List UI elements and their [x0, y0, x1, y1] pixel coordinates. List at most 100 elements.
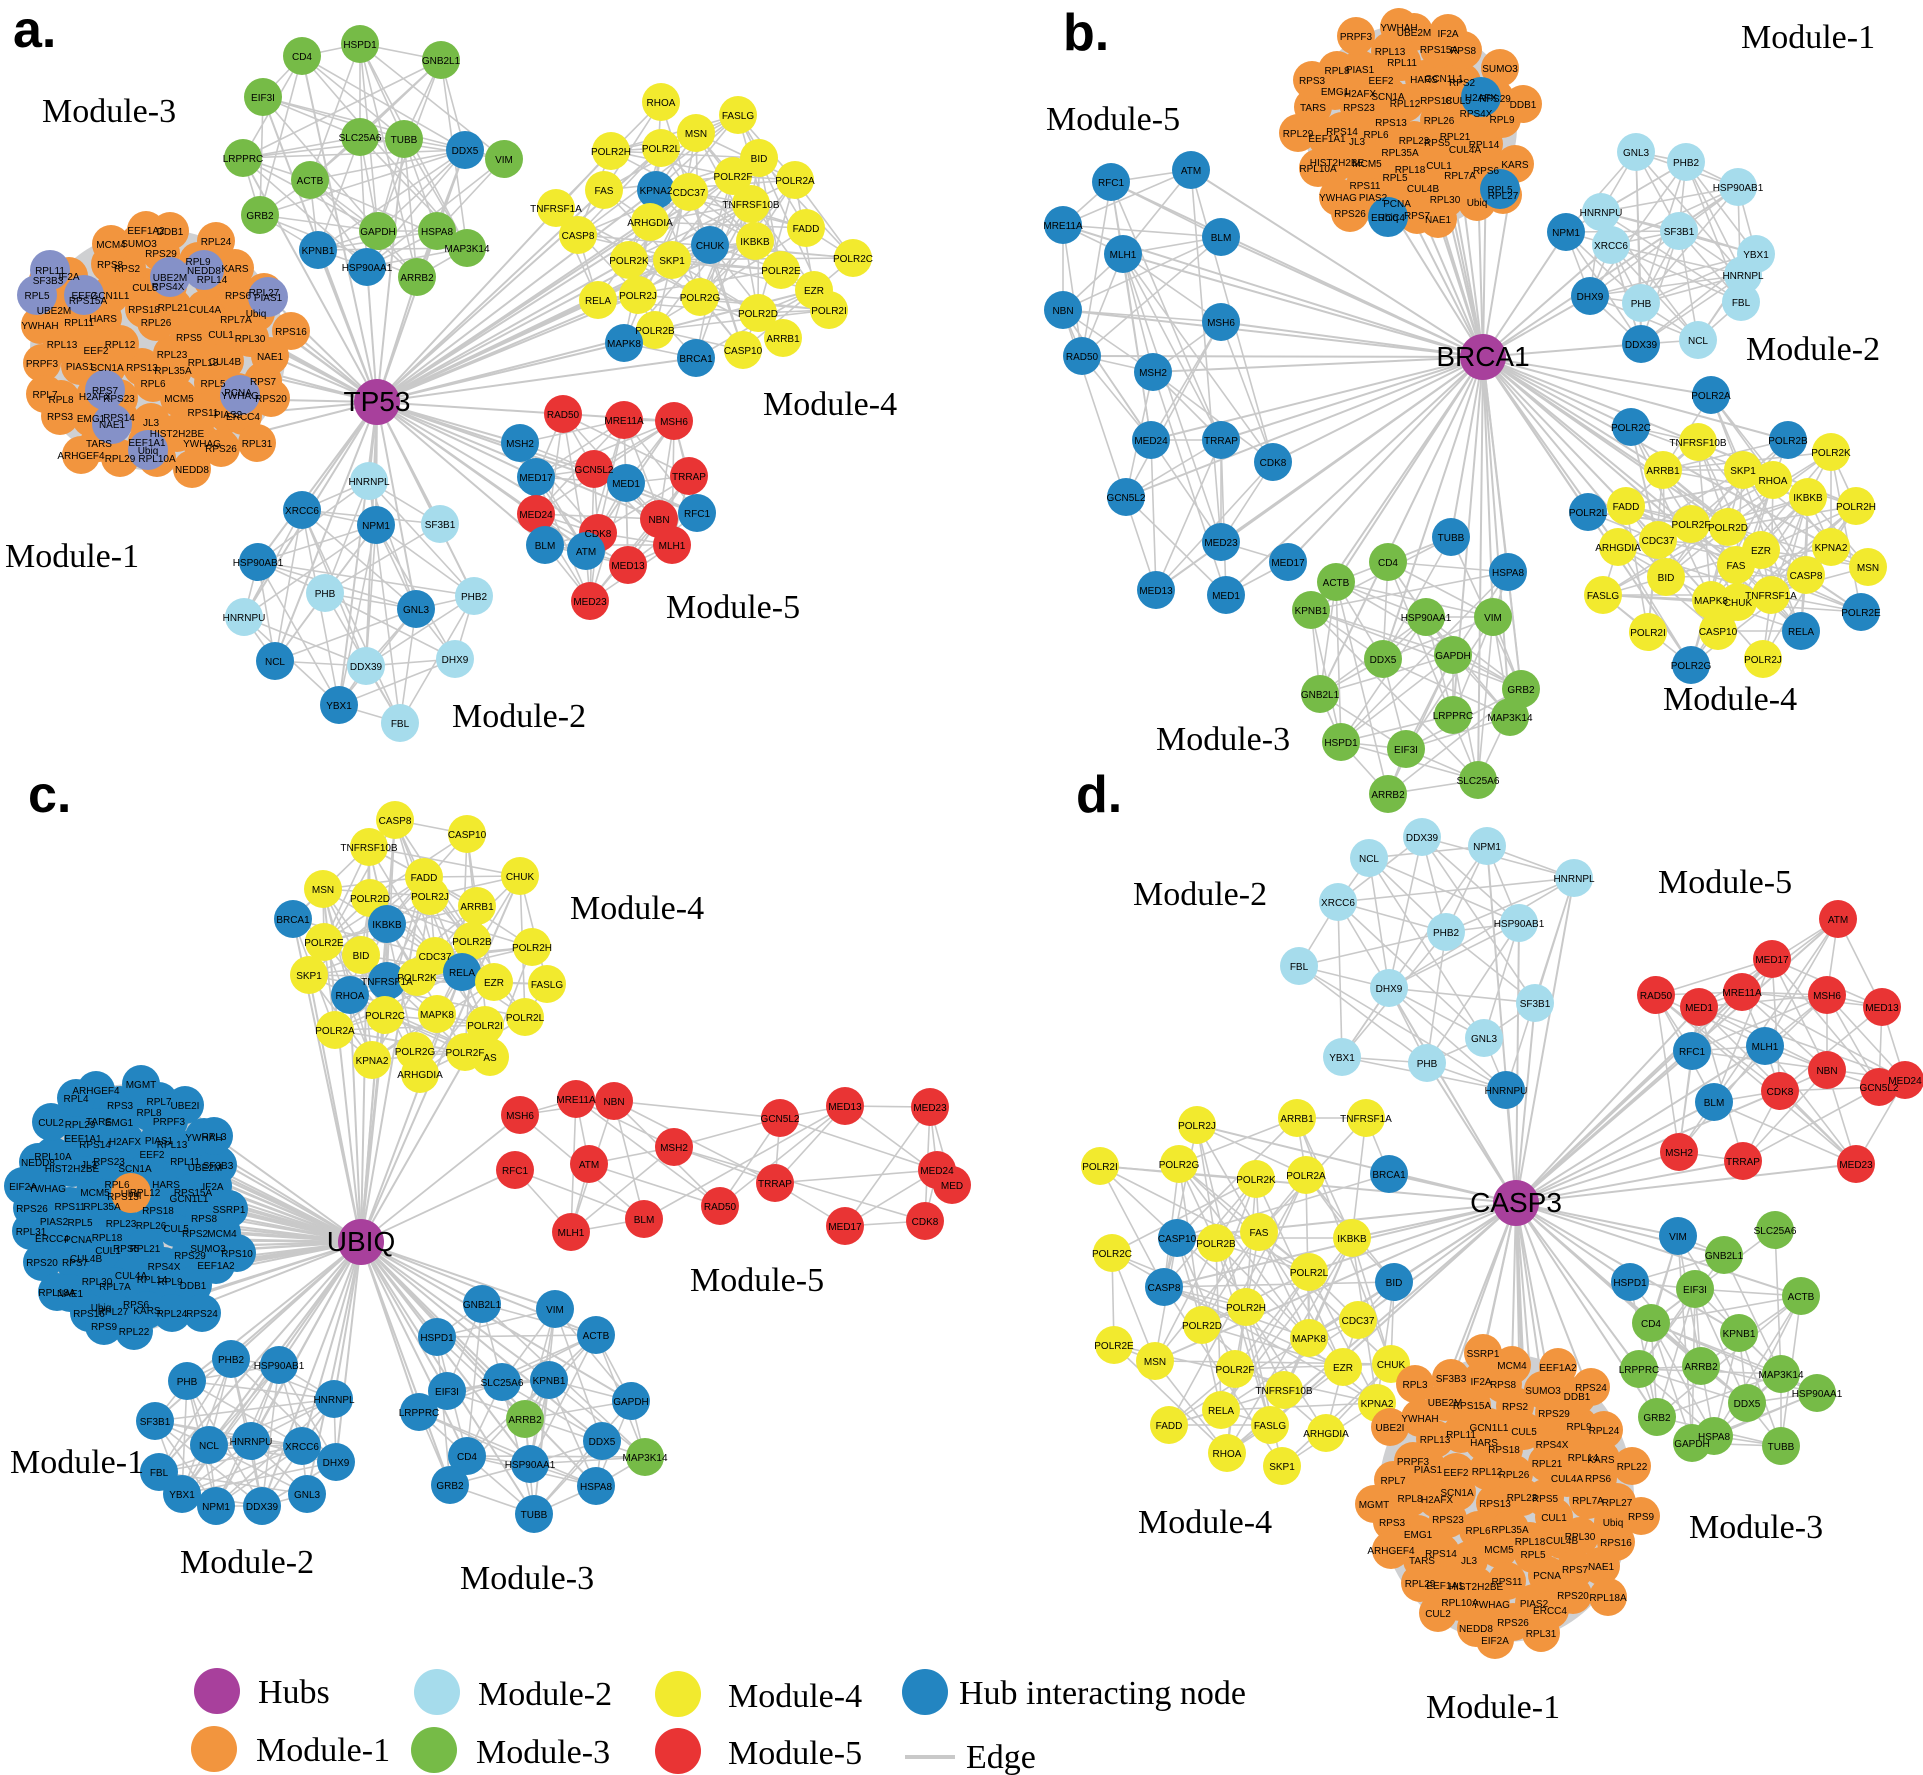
svg-text:MSH2: MSH2: [1139, 368, 1167, 379]
svg-text:RPL18: RPL18: [1395, 165, 1426, 176]
svg-text:ERCC4: ERCC4: [1533, 1606, 1567, 1617]
svg-text:RPL11: RPL11: [1387, 58, 1417, 69]
svg-text:RPL7: RPL7: [32, 390, 57, 401]
svg-text:POLR2F: POLR2F: [446, 1048, 485, 1059]
svg-text:GCN5L2: GCN5L2: [1860, 1083, 1899, 1094]
svg-text:MED24: MED24: [1888, 1076, 1922, 1087]
svg-text:MRE11A: MRE11A: [604, 416, 644, 427]
svg-text:EEF1A2: EEF1A2: [197, 1261, 235, 1272]
svg-text:RPL26: RPL26: [141, 318, 172, 329]
svg-text:GCN1L1: GCN1L1: [1470, 1423, 1509, 1434]
svg-text:EZR: EZR: [484, 978, 504, 989]
svg-text:POLR2G: POLR2G: [395, 1047, 436, 1058]
svg-text:DHX9: DHX9: [1577, 292, 1604, 303]
svg-text:RPL18: RPL18: [188, 358, 219, 369]
svg-text:CUL1: CUL1: [1426, 161, 1452, 172]
svg-text:Module-4: Module-4: [763, 386, 897, 423]
svg-text:YWHAH: YWHAH: [21, 321, 58, 332]
svg-text:CDC37: CDC37: [673, 188, 706, 199]
svg-text:ARRB1: ARRB1: [766, 334, 800, 345]
svg-text:NPM1: NPM1: [1473, 842, 1501, 853]
svg-text:EIF3I: EIF3I: [251, 93, 275, 104]
svg-text:Module-1: Module-1: [1426, 1689, 1560, 1726]
svg-text:PHB: PHB: [1631, 299, 1652, 310]
svg-text:EEF1A1: EEF1A1: [128, 438, 166, 449]
svg-text:PHB2: PHB2: [461, 592, 488, 603]
svg-text:CD4: CD4: [292, 52, 312, 63]
svg-text:EEF1A1: EEF1A1: [1308, 134, 1346, 145]
svg-text:EIF3I: EIF3I: [1394, 745, 1418, 756]
svg-text:TNFRSF10B: TNFRSF10B: [1255, 1386, 1313, 1397]
svg-text:GAPDH: GAPDH: [1435, 651, 1471, 662]
svg-text:RPS15A: RPS15A: [69, 296, 108, 307]
svg-text:HSPA8: HSPA8: [1698, 1432, 1730, 1443]
svg-text:POLR2C: POLR2C: [833, 254, 873, 265]
svg-text:RPL3: RPL3: [1402, 1380, 1427, 1391]
svg-text:BLM: BLM: [1211, 233, 1232, 244]
svg-text:BID: BID: [751, 154, 768, 165]
svg-text:RPL14: RPL14: [137, 1275, 168, 1286]
svg-text:RPL5: RPL5: [1487, 185, 1512, 196]
svg-text:SUMO3: SUMO3: [1525, 1386, 1561, 1397]
svg-text:HSP90AA1: HSP90AA1: [505, 1460, 556, 1471]
svg-text:RPS16: RPS16: [275, 327, 307, 338]
svg-text:GRB2: GRB2: [1507, 685, 1535, 696]
svg-text:RPL35A: RPL35A: [83, 1202, 121, 1213]
svg-text:RPL18: RPL18: [1515, 1537, 1546, 1548]
svg-text:PIAS2: PIAS2: [214, 410, 243, 421]
svg-text:POLR2I: POLR2I: [1630, 628, 1666, 639]
svg-text:MCM5: MCM5: [164, 394, 194, 405]
svg-text:EZR: EZR: [804, 286, 824, 297]
svg-text:ARHGDIA: ARHGDIA: [397, 1070, 443, 1081]
svg-text:RPS8: RPS8: [1490, 1380, 1517, 1391]
svg-text:POLR2A: POLR2A: [1286, 1171, 1326, 1182]
svg-text:Module-4: Module-4: [1663, 681, 1797, 718]
svg-text:CASP8: CASP8: [379, 816, 412, 827]
svg-text:IF2A: IF2A: [1470, 1377, 1491, 1388]
svg-text:RPL26: RPL26: [1499, 1470, 1530, 1481]
svg-text:POLR2H: POLR2H: [591, 147, 631, 158]
svg-text:UBE2I: UBE2I: [171, 1101, 200, 1112]
svg-text:TARS: TARS: [86, 439, 112, 450]
svg-text:NAE1: NAE1: [1588, 1562, 1615, 1573]
svg-text:DDX5: DDX5: [589, 1437, 616, 1448]
svg-text:TARS: TARS: [1409, 1556, 1435, 1567]
svg-text:Hub interacting node: Hub interacting node: [959, 1675, 1246, 1712]
svg-text:FAS: FAS: [1727, 561, 1746, 572]
svg-text:POLR2A: POLR2A: [1691, 391, 1731, 402]
svg-text:TP53: TP53: [344, 386, 411, 417]
svg-text:RPS20: RPS20: [26, 1258, 58, 1269]
svg-text:POLR2D: POLR2D: [350, 894, 390, 905]
svg-text:POLR2D: POLR2D: [1182, 1321, 1222, 1332]
svg-text:FASLG: FASLG: [1254, 1421, 1286, 1432]
svg-text:a.: a.: [13, 1, 56, 59]
svg-text:NPM1: NPM1: [362, 521, 390, 532]
svg-text:MSH6: MSH6: [1813, 991, 1841, 1002]
svg-text:PHB: PHB: [315, 589, 336, 600]
svg-text:DDX5: DDX5: [452, 146, 479, 157]
svg-text:MSN: MSN: [1144, 1357, 1166, 1368]
svg-text:Module-3: Module-3: [1689, 1509, 1823, 1546]
svg-text:HSP90AB1: HSP90AB1: [233, 558, 284, 569]
svg-text:RPS23: RPS23: [93, 1157, 125, 1168]
svg-text:DDB1: DDB1: [180, 1281, 207, 1292]
svg-text:RPS29: RPS29: [174, 1251, 206, 1262]
svg-text:RPS13: RPS13: [1479, 1499, 1511, 1510]
svg-text:Edge: Edge: [966, 1739, 1036, 1775]
svg-text:MRE11A: MRE11A: [1722, 988, 1762, 999]
svg-text:IKBKB: IKBKB: [1337, 1234, 1367, 1245]
svg-text:ARRB2: ARRB2: [1684, 1362, 1718, 1373]
svg-text:VIM: VIM: [546, 1305, 564, 1316]
svg-text:RPS9: RPS9: [1628, 1512, 1655, 1523]
svg-text:RPL10A: RPL10A: [1299, 164, 1337, 175]
svg-text:CUL4A: CUL4A: [1551, 1474, 1584, 1485]
svg-text:YWHAH: YWHAH: [185, 1133, 222, 1144]
svg-text:GCN5L2: GCN5L2: [1107, 493, 1146, 504]
svg-text:BLM: BLM: [1704, 1098, 1725, 1109]
svg-text:RPS4X: RPS4X: [1460, 109, 1493, 120]
svg-text:SKP1: SKP1: [659, 256, 685, 267]
svg-text:RPL10A: RPL10A: [34, 1152, 72, 1163]
svg-text:NAE1: NAE1: [257, 352, 284, 363]
svg-text:RPS14: RPS14: [1326, 127, 1358, 138]
svg-text:FAS: FAS: [1250, 1228, 1269, 1239]
